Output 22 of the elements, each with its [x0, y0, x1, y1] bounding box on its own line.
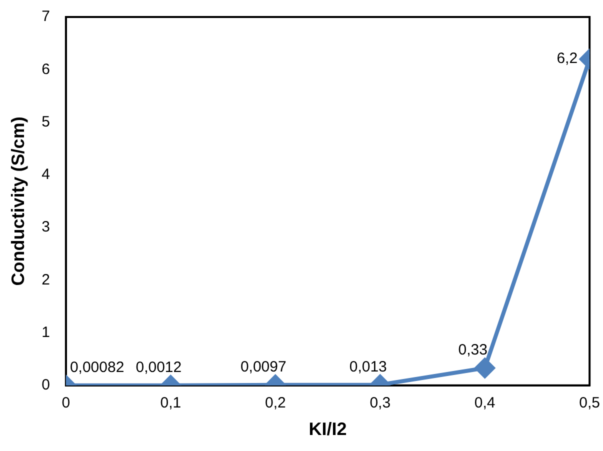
data-label: 0,013	[349, 358, 387, 376]
data-label: 0,33	[458, 342, 488, 359]
y-tick-label: 7	[42, 8, 50, 26]
data-label: 0,0097	[240, 358, 286, 376]
y-tick-label: 4	[42, 166, 50, 184]
y-tick-label: 0	[42, 376, 50, 394]
x-axis-title: KI/I2	[308, 419, 347, 440]
y-axis-title: Conductivity (S/cm)	[8, 116, 28, 286]
y-tick-label: 3	[42, 218, 50, 236]
y-tick-label: 2	[42, 271, 50, 288]
data-label: 0,0012	[136, 358, 182, 376]
x-tick-label: 0,3	[370, 394, 391, 412]
y-tick-label: 5	[42, 113, 50, 130]
x-tick-label: 0,5	[579, 394, 600, 412]
x-tick-label: 0,1	[160, 394, 182, 412]
x-tick-label: 0,4	[474, 394, 496, 412]
data-label: 6,2	[556, 50, 578, 68]
x-tick-label: 0	[62, 394, 70, 412]
y-tick-label: 1	[42, 324, 50, 341]
data-label: 0,00082	[70, 358, 124, 376]
x-tick-label: 0,2	[264, 394, 286, 412]
y-tick-label: 6	[42, 60, 50, 78]
